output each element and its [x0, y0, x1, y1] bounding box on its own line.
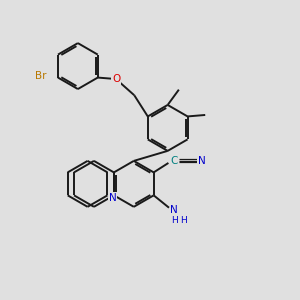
Text: H: H: [180, 216, 187, 225]
Text: O: O: [112, 74, 120, 84]
Text: N: N: [109, 193, 116, 203]
Text: N: N: [198, 156, 206, 166]
Text: Br: Br: [35, 71, 47, 81]
Text: H: H: [171, 216, 178, 225]
Text: C: C: [170, 156, 177, 166]
Text: N: N: [170, 205, 178, 215]
